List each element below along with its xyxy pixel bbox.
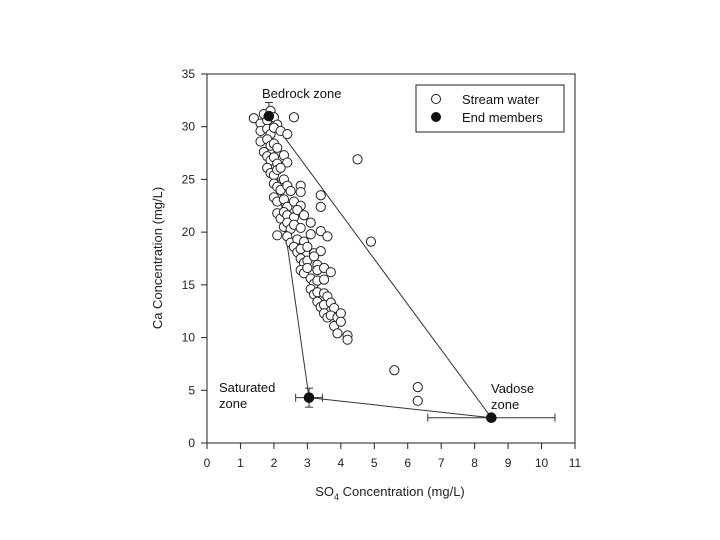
x-tick-label: 6 [404, 456, 411, 470]
y-tick-label: 15 [182, 278, 196, 292]
stream-water-point [282, 157, 293, 168]
vadose-zone-label-line1: Vadose [491, 381, 534, 396]
stream-water-point [275, 162, 286, 173]
y-tick-label: 10 [182, 331, 196, 345]
x-axis-title: SO4 Concentration (mg/L) [315, 484, 465, 502]
mixing-line [308, 397, 492, 419]
x-tick-label: 11 [569, 456, 582, 470]
stream-water-point [295, 222, 306, 234]
end-member-point [486, 412, 497, 423]
stream-water-point [282, 128, 293, 140]
stream-water-point [365, 236, 377, 247]
stream-water-point [412, 395, 423, 406]
vadose-zone-label-line2: zone [491, 397, 519, 412]
y-tick-label: 35 [182, 67, 196, 81]
plot-frame [206, 73, 576, 444]
legend-open-circle-icon [431, 94, 441, 104]
stream-water-point [288, 112, 300, 123]
legend-box [415, 84, 565, 133]
stream-water-point [305, 229, 316, 240]
y-tick-label: 25 [182, 172, 196, 186]
stream-water-point [285, 185, 296, 197]
stream-water-point [335, 308, 346, 319]
stream-water-point [315, 190, 326, 201]
y-tick-label: 5 [188, 383, 195, 397]
x-tick-label: 7 [438, 456, 445, 470]
y-tick-label: 30 [182, 120, 196, 134]
stream-water-point [272, 142, 283, 153]
stream-water-point [315, 246, 326, 257]
x-tick-label: 8 [471, 456, 478, 470]
stream-water-point [308, 251, 320, 262]
stream-water-point [332, 328, 343, 339]
x-tick-label: 3 [304, 456, 311, 470]
x-tick-label: 1 [237, 456, 244, 470]
mixing-line [268, 115, 492, 418]
legend: Stream water End members [415, 84, 565, 133]
legend-label-stream-water: Stream water [462, 92, 540, 107]
x-axis: 0 1 2 3 4 5 6 7 8 9 10 11 [204, 443, 582, 470]
stream-water-point [248, 113, 259, 124]
x-tick-label: 5 [371, 456, 378, 470]
y-axis: 0 5 10 15 20 25 30 35 [182, 67, 207, 450]
stream-water-points [248, 105, 423, 406]
stream-water-point [302, 241, 313, 253]
stream-water-point [389, 365, 400, 376]
stream-water-point [352, 154, 363, 165]
y-axis-title: Ca Concentration (mg/L) [150, 187, 165, 329]
stream-water-point [325, 267, 336, 278]
x-tick-label: 10 [535, 456, 549, 470]
stream-water-point [412, 382, 423, 393]
stream-water-point [292, 204, 303, 216]
stream-water-point [315, 201, 326, 212]
bedrock-zone-label: Bedrock zone [262, 86, 342, 101]
saturated-zone-label-line2: zone [219, 396, 247, 411]
stream-water-point [335, 316, 346, 327]
x-tick-label: 4 [337, 456, 344, 470]
x-tick-label: 0 [204, 456, 211, 470]
stream-water-point [318, 274, 330, 285]
y-tick-label: 0 [188, 436, 195, 450]
y-tick-label: 20 [182, 225, 196, 239]
stream-water-point [295, 186, 306, 198]
plot-area [206, 73, 576, 444]
stream-water-point [342, 334, 353, 345]
stream-water-point [305, 217, 316, 228]
stream-water-point [298, 210, 310, 221]
stream-water-point [322, 231, 333, 242]
stream-water-point [302, 262, 313, 274]
end-member-point [263, 110, 275, 122]
x-tick-label: 9 [505, 456, 512, 470]
end-member-points [263, 110, 497, 423]
saturated-zone-label-line1: Saturated [219, 380, 275, 395]
end-member-point [303, 392, 315, 403]
x-tick-label: 2 [271, 456, 278, 470]
legend-filled-circle-icon [431, 112, 441, 122]
stream-water-point [272, 230, 283, 241]
stream-water-point [315, 225, 326, 237]
legend-label-end-members: End members [462, 110, 543, 125]
